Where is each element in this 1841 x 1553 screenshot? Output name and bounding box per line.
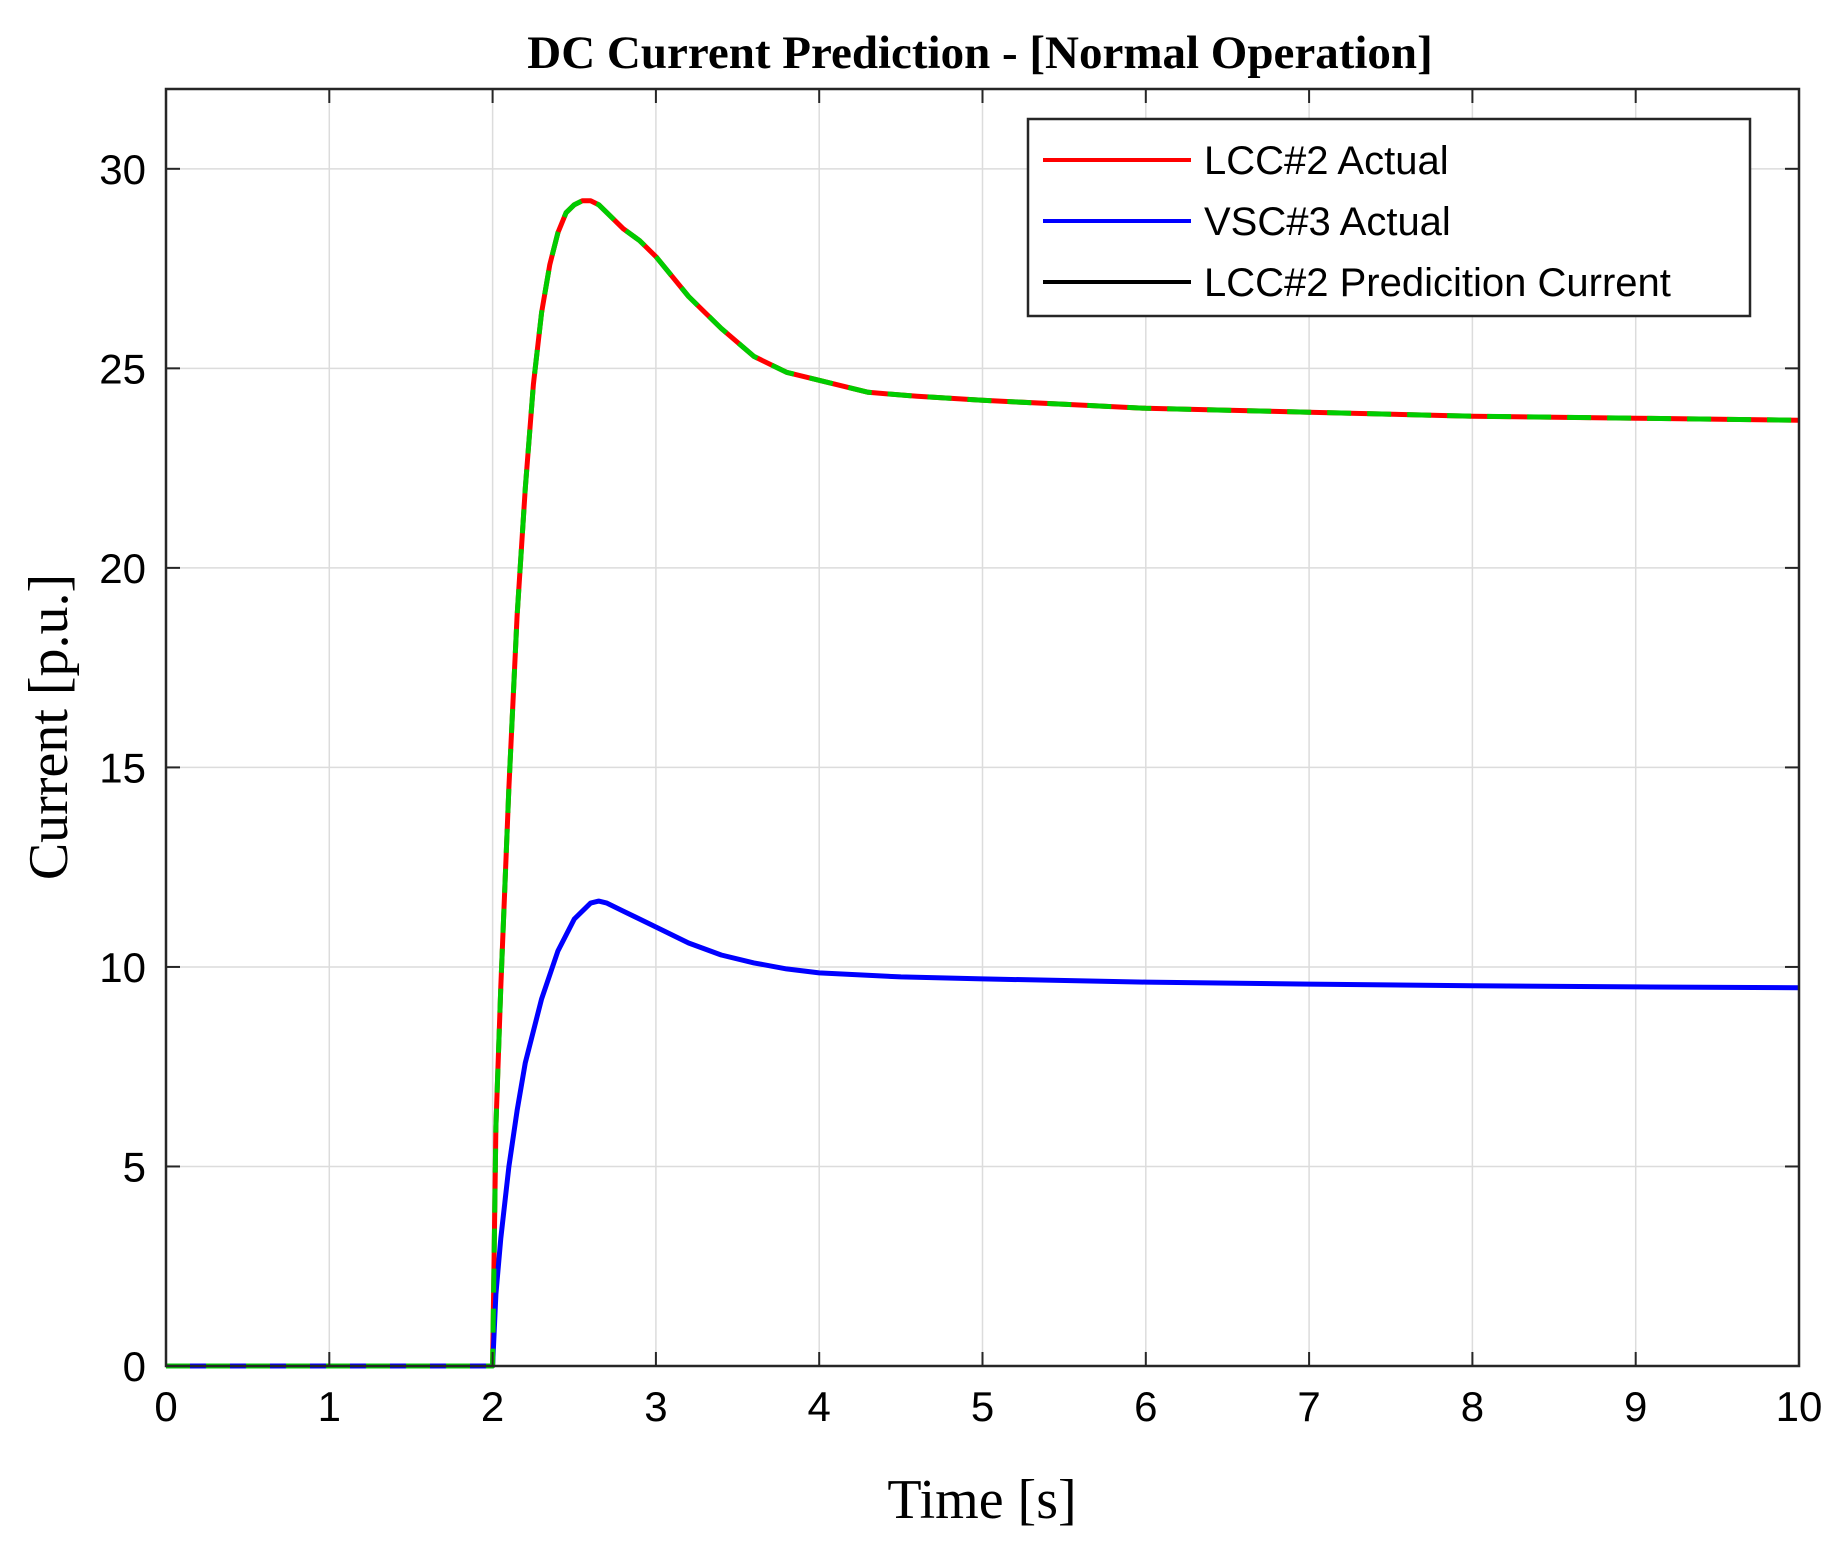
x-tick-label: 0 xyxy=(154,1383,177,1430)
series-group xyxy=(166,198,1800,1369)
chart-title: DC Current Prediction - [Normal Operatio… xyxy=(527,27,1432,79)
x-tick-label: 10 xyxy=(1776,1383,1823,1430)
x-tick-label: 6 xyxy=(1134,1383,1157,1430)
legend-label-1: LCC#2 Actual xyxy=(1204,139,1449,183)
y-tick-label: 5 xyxy=(123,1143,146,1190)
tick-group: 0 1 2 3 4 5 6 7 8 9 10 0 5 10 15 20 25 30 xyxy=(99,89,1822,1430)
y-tick-label: 15 xyxy=(99,744,146,791)
y-tick-label: 0 xyxy=(123,1343,146,1390)
series-line-2 xyxy=(166,898,1800,1369)
legend-box xyxy=(1026,117,1752,318)
series-line-3 xyxy=(166,198,1800,1369)
x-tick-label: 4 xyxy=(808,1383,831,1430)
y-tick-label: 30 xyxy=(99,146,146,193)
y-tick-label: 20 xyxy=(99,545,146,592)
x-tick-label: 1 xyxy=(318,1383,341,1430)
x-tick-label: 3 xyxy=(644,1383,667,1430)
legend-label-2: VSC#3 Actual xyxy=(1204,200,1451,244)
x-tick-label: 8 xyxy=(1461,1383,1484,1430)
legend-label-3: LCC#2 Predicition Current xyxy=(1204,261,1671,305)
y-tick-label: 25 xyxy=(99,345,146,392)
x-tick-label: 9 xyxy=(1624,1383,1647,1430)
x-tick-label: 7 xyxy=(1297,1383,1320,1430)
y-axis-label: Current [p.u.] xyxy=(18,574,80,880)
y-tick-label: 10 xyxy=(99,944,146,991)
x-axis-label: Time [s] xyxy=(887,1469,1076,1531)
x-tick-label: 2 xyxy=(481,1383,504,1430)
x-tick-label: 5 xyxy=(971,1383,994,1430)
legend: LCC#2 Actual VSC#3 Actual LCC#2 Predicitio… xyxy=(1026,117,1752,318)
